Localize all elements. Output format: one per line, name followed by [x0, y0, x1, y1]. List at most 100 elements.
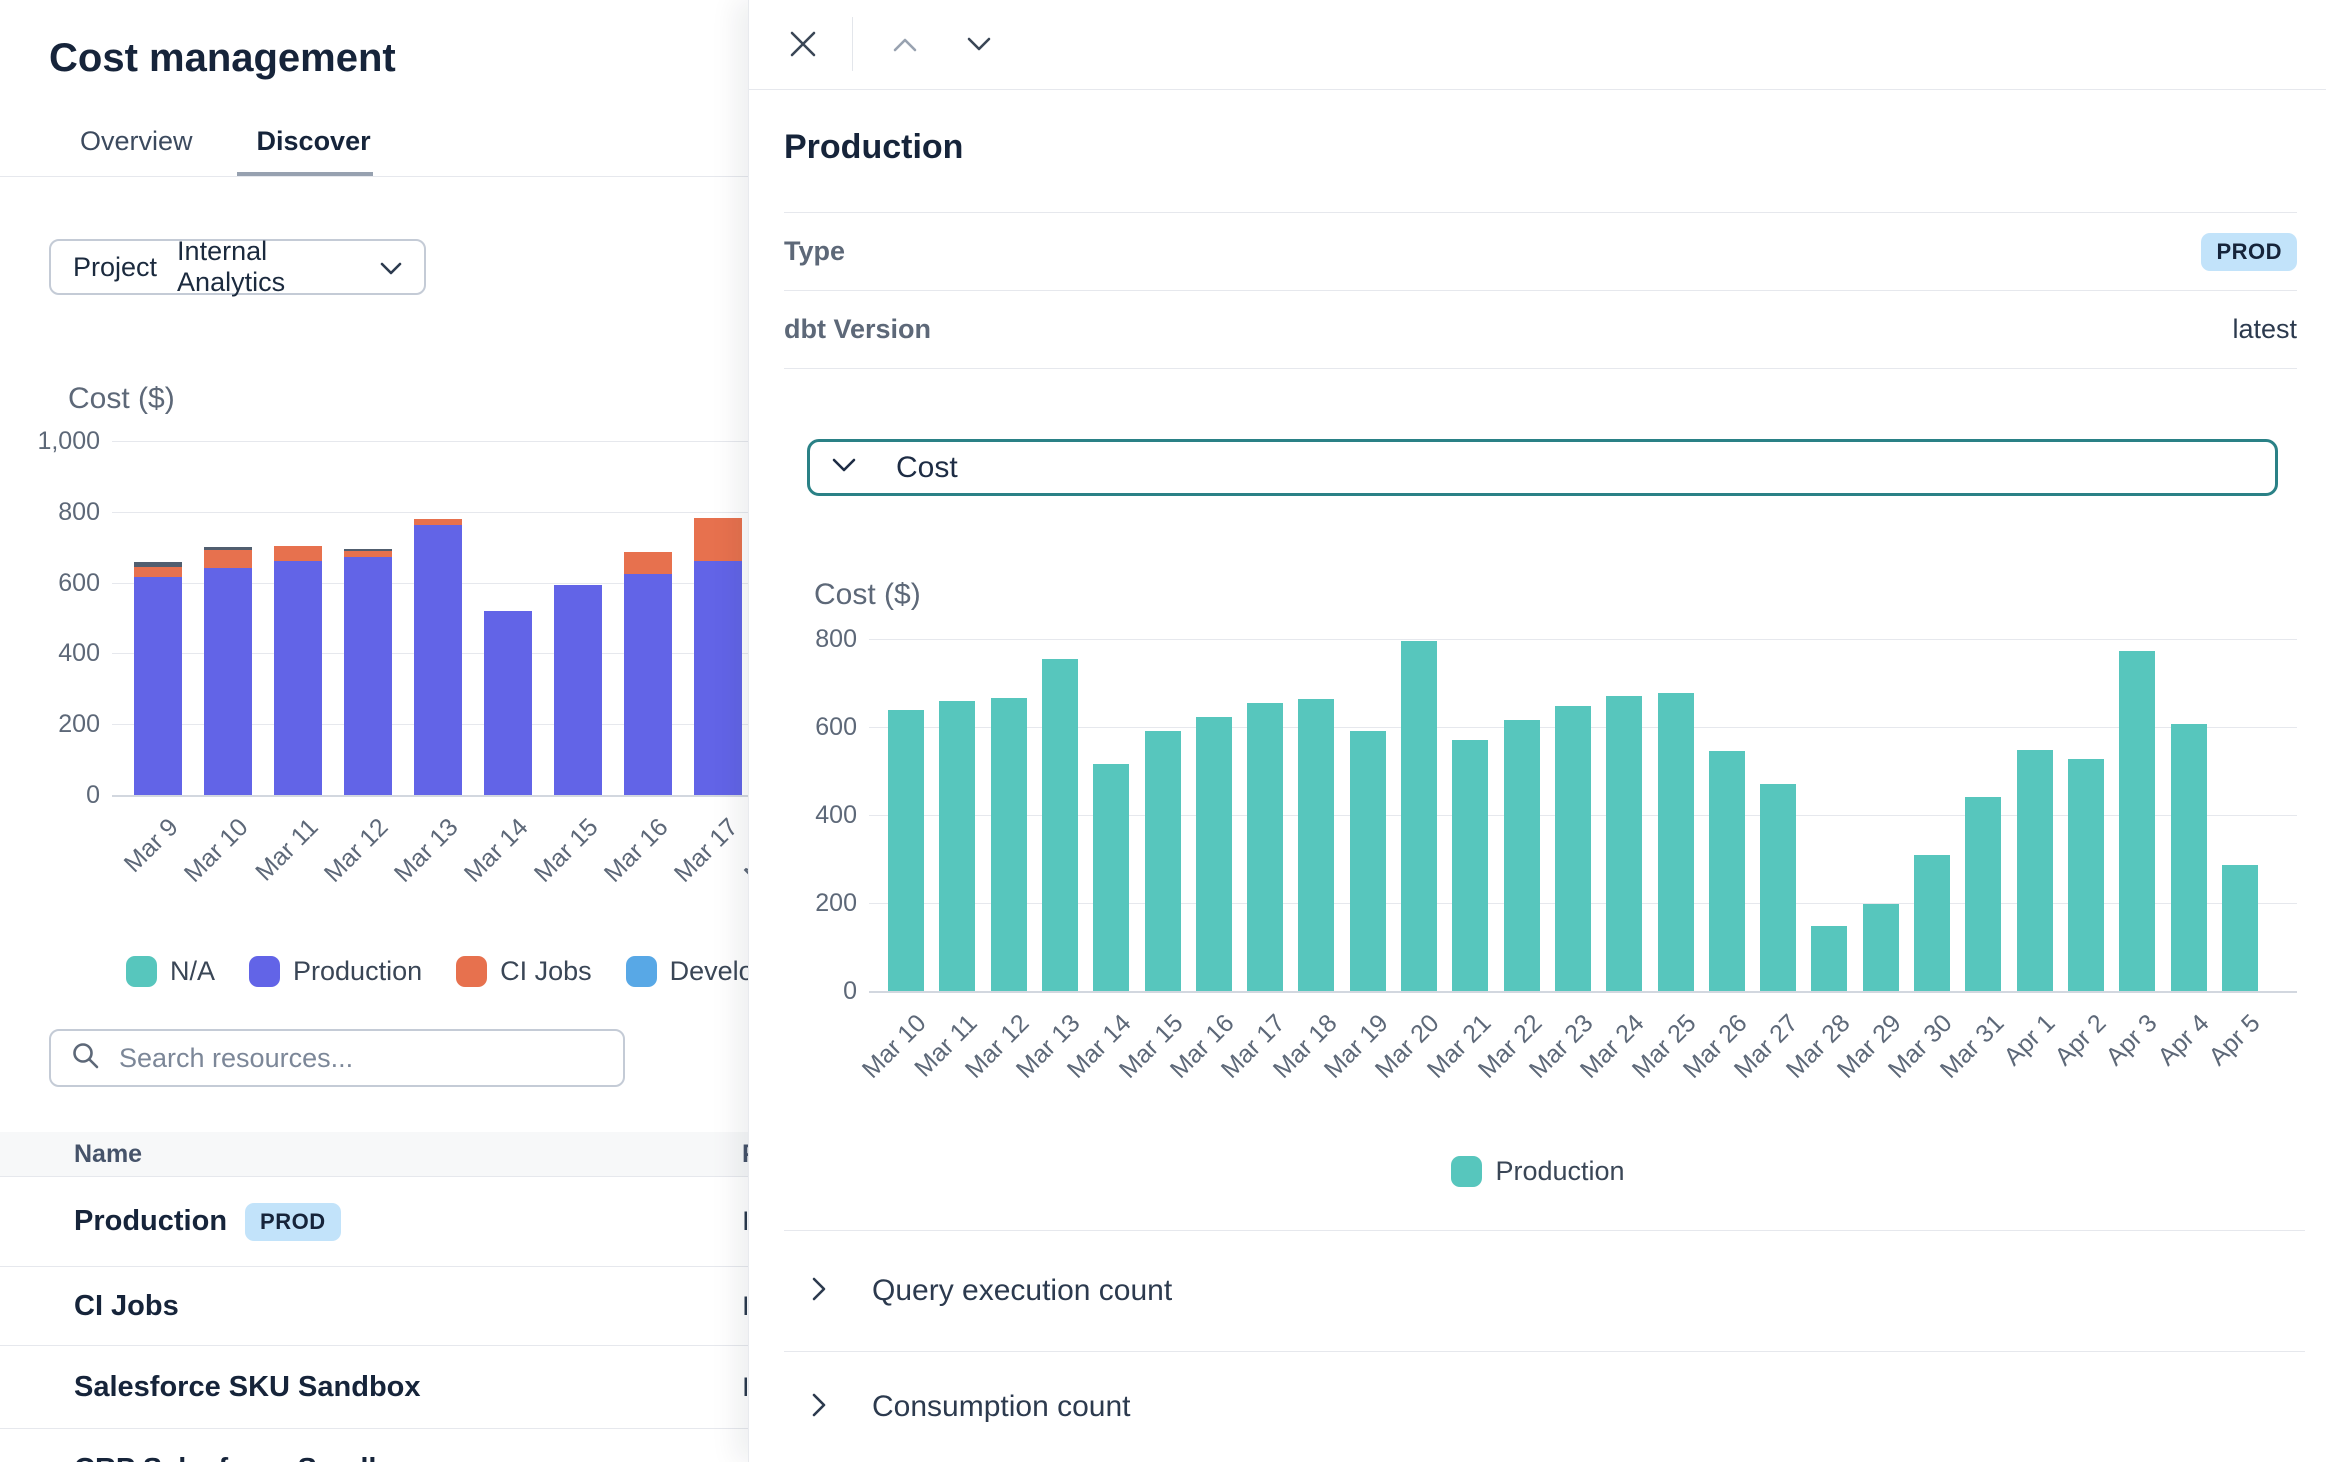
bar-production-mar-16[interactable] [624, 574, 672, 795]
legend-item-production[interactable]: Production [1451, 1156, 1625, 1187]
collapsed-sections: Query execution count Consumption count [784, 1230, 2305, 1462]
tab-overview[interactable]: Overview [80, 126, 193, 156]
bar-production-mar-29[interactable] [1862, 903, 1899, 991]
bar-production-mar-9[interactable] [134, 577, 182, 795]
bar-ci-jobs-mar-16[interactable] [624, 552, 672, 575]
bar-production-mar-30[interactable] [1914, 855, 1950, 991]
bar-production-mar-17[interactable] [1247, 702, 1284, 991]
drawer-title: Production [784, 128, 964, 166]
type-badge: PROD [2201, 232, 2297, 271]
bar-production-mar-10[interactable] [204, 568, 252, 795]
bar-ci-jobs-mar-10[interactable] [204, 550, 252, 569]
bar-production-mar-13[interactable] [1041, 658, 1078, 991]
bar-production-apr-1[interactable] [2016, 749, 2053, 991]
bar-production-mar-23[interactable] [1554, 705, 1591, 991]
bar-production-mar-10[interactable] [888, 710, 924, 991]
query-execution-count-toggle[interactable]: Query execution count [784, 1230, 2305, 1351]
bar-production-mar-15[interactable] [1144, 730, 1181, 991]
search-input[interactable] [117, 1041, 603, 1075]
close-button[interactable] [781, 22, 825, 66]
bar-production-mar-12[interactable] [344, 557, 392, 795]
resource-search-box[interactable] [49, 1029, 625, 1087]
table-row[interactable]: Production PROD I [0, 1177, 900, 1267]
y-axis-tick-label: 200 [58, 710, 100, 739]
previous-item-button[interactable] [883, 22, 927, 66]
next-item-button[interactable] [957, 22, 1001, 66]
bar-production-mar-11[interactable] [274, 560, 322, 795]
consumption-count-toggle[interactable]: Consumption count [784, 1351, 2305, 1462]
bar-production-mar-14[interactable] [1093, 764, 1130, 991]
chevron-right-icon [812, 1393, 827, 1422]
legend-label: N/A [170, 956, 216, 986]
field-label: Type [784, 236, 846, 266]
legend-color-chip [249, 956, 281, 987]
project-filter-value: Internal Analytics [177, 236, 286, 297]
cost-section-toggle[interactable]: Cost [807, 439, 2278, 496]
bar-ci-jobs-mar-9[interactable] [134, 567, 182, 578]
project-filter-dropdown[interactable]: Project Internal Analytics [49, 236, 426, 297]
bar-ci-jobs-mar-17[interactable] [694, 518, 742, 562]
bar-production-mar-27[interactable] [1760, 784, 1797, 991]
drawer-chart-title: Cost ($) [814, 578, 921, 611]
bar-production-mar-31[interactable] [1965, 796, 2002, 991]
bar-production-mar-12[interactable] [990, 697, 1027, 991]
bar-production-mar-25[interactable] [1657, 693, 1694, 991]
drawer-chart-legend: Production [749, 1156, 2326, 1187]
bar-production-apr-4[interactable] [2170, 723, 2207, 991]
bar-ci-jobs-mar-13[interactable] [414, 518, 462, 526]
y-axis-tick-label: 400 [815, 801, 857, 829]
bar-production-mar-14[interactable] [484, 610, 532, 795]
table-row[interactable]: CRP Salesforce Sandbox [0, 1429, 900, 1462]
legend-label: CI Jobs [500, 956, 592, 986]
bar-production-mar-24[interactable] [1606, 696, 1643, 991]
production-cost-bar-chart: 800 600 400 200 0 Mar 10 Mar 11 Mar 12 Mar 13 Mar… [749, 560, 2326, 1100]
cost-stacked-bar-chart: 1,000 800 600 400 200 0 Mar 9 Mar 10 Mar 11 Mar 1… [0, 427, 900, 900]
bar-production-mar-21[interactable] [1452, 740, 1489, 991]
bar-production-mar-26[interactable] [1708, 751, 1745, 991]
bar-production-mar-11[interactable] [939, 701, 976, 991]
x-axis-tick-label: Apr 1 [1998, 1009, 2061, 1072]
prod-badge: PROD [245, 1202, 341, 1241]
bar-ci-jobs-mar-12[interactable] [344, 551, 392, 558]
legend-color-chip [456, 956, 488, 987]
resource-project-cell: I [742, 1371, 750, 1402]
bar-production-mar-16[interactable] [1195, 717, 1232, 991]
tab-discover[interactable]: Discover [256, 126, 371, 156]
table-row[interactable]: Salesforce SKU Sandbox I [0, 1346, 900, 1429]
y-axis-tick-label: 1,000 [37, 427, 100, 455]
bar-production-mar-20[interactable] [1401, 641, 1437, 991]
legend-item-ci-jobs[interactable]: CI Jobs [456, 956, 592, 987]
bar-ci-jobs-mar-11[interactable] [274, 545, 322, 561]
bar-development-mar-9[interactable] [134, 562, 182, 568]
gridline [869, 991, 2297, 993]
bar-production-mar-28[interactable] [1811, 925, 1848, 991]
resource-project-cell: I [742, 1206, 750, 1236]
resource-table-body: Production PROD I CI Jobs I Salesforce SKU Sa… [0, 1177, 900, 1462]
legend-item-production[interactable]: Production [249, 956, 422, 987]
bar-production-mar-18[interactable] [1298, 699, 1335, 991]
bar-development-mar-10[interactable] [204, 547, 252, 551]
field-label: dbt Version [784, 314, 932, 344]
chevron-down-icon [380, 252, 402, 283]
y-axis-tick-label: 0 [843, 977, 857, 1005]
legend-item-n-a[interactable]: N/A [126, 956, 215, 987]
y-axis-tick-label: 800 [815, 625, 857, 653]
bar-production-mar-13[interactable] [414, 525, 462, 795]
bar-production-mar-15[interactable] [554, 584, 602, 795]
legend-label: Production [1495, 1156, 1625, 1186]
bar-production-mar-19[interactable] [1349, 731, 1386, 991]
bar-development-mar-12[interactable] [344, 548, 392, 552]
bar-production-mar-22[interactable] [1503, 720, 1540, 991]
x-axis-tick-label: Apr 3 [2100, 1009, 2164, 1072]
bar-production-mar-17[interactable] [694, 561, 742, 795]
resource-name: CI Jobs [74, 1289, 179, 1322]
bar-production-apr-3[interactable] [2119, 651, 2156, 991]
y-axis-tick-label: 200 [815, 889, 857, 917]
table-row[interactable]: CI Jobs I [0, 1267, 900, 1346]
x-axis-tick-label: Mar 17 [668, 813, 744, 888]
legend-color-chip [126, 956, 157, 987]
resource-project-cell: I [742, 1290, 750, 1321]
bar-production-apr-2[interactable] [2067, 758, 2104, 991]
bar-production-apr-5[interactable] [2221, 864, 2258, 991]
